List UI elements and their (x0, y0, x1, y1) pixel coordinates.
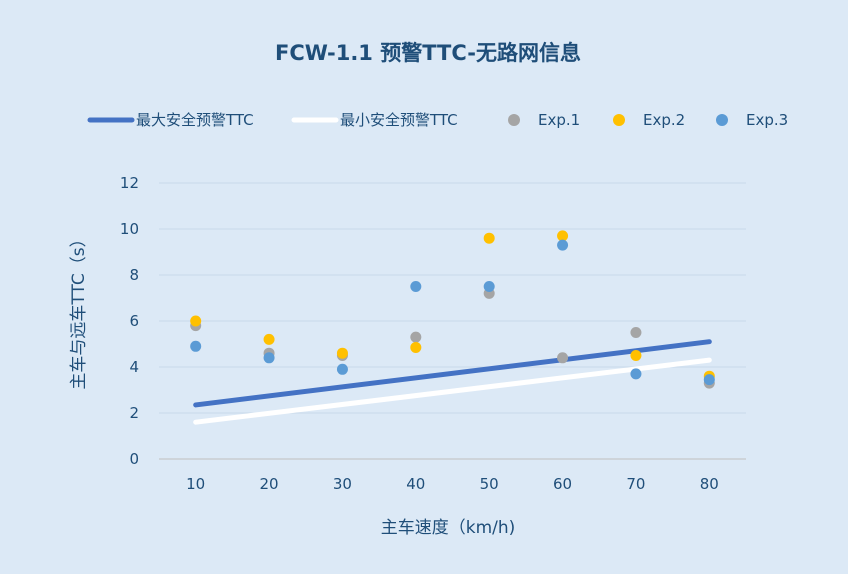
legend-label-line-1: 最小安全预警TTC (340, 111, 458, 129)
reference-lines (193, 339, 712, 425)
data-point-series-2 (703, 374, 715, 386)
x-tick-label: 50 (480, 475, 499, 493)
data-point-series-1 (263, 333, 275, 345)
data-point-series-1 (336, 347, 348, 359)
legend-label-series-0: Exp.1 (538, 111, 580, 129)
data-points (190, 230, 715, 389)
x-tick-label: 70 (626, 475, 645, 493)
data-point-series-1 (483, 232, 495, 244)
reference-line-1 (193, 357, 712, 425)
data-point-series-0 (410, 331, 422, 343)
x-tick-label: 80 (700, 475, 719, 493)
x-tick-label: 20 (260, 475, 279, 493)
y-tick-label: 12 (120, 174, 139, 192)
legend-label-series-2: Exp.3 (746, 111, 788, 129)
data-point-series-1 (630, 350, 642, 361)
x-tick-label: 30 (333, 475, 352, 493)
y-tick-label: 4 (129, 358, 139, 376)
data-point-series-0 (557, 352, 569, 364)
legend-marker-series-2 (716, 114, 728, 126)
legend-label-line-0: 最大安全预警TTC (136, 111, 254, 129)
legend-marker-series-1 (613, 114, 625, 126)
x-axis-title: 主车速度（km/h) (381, 518, 516, 538)
data-point-series-2 (630, 368, 642, 380)
x-tick-label: 40 (406, 475, 425, 493)
data-point-series-2 (263, 352, 275, 364)
data-point-series-2 (336, 363, 348, 375)
data-point-series-0 (630, 327, 642, 338)
x-axis-ticks: 10 20 30 40 50 60 70 80 (186, 475, 719, 493)
y-tick-label: 2 (129, 404, 139, 422)
data-point-series-1 (410, 341, 422, 353)
y-axis-title: 主车与远车TTC（s） (69, 230, 89, 389)
y-tick-label: 10 (120, 220, 139, 238)
data-point-series-1 (190, 315, 202, 327)
reference-line-0 (193, 339, 712, 408)
legend-label-series-1: Exp.2 (643, 111, 685, 129)
data-point-series-2 (557, 239, 569, 251)
y-axis-ticks: 0 2 4 6 8 10 12 (120, 174, 139, 468)
data-point-series-2 (410, 281, 422, 292)
legend: 最大安全预警TTC 最小安全预警TTC Exp.1 Exp.2 Exp.3 (87, 111, 788, 129)
y-tick-label: 6 (129, 312, 139, 330)
chart-title: FCW-1.1 预警TTC-无路网信息 (275, 41, 581, 65)
x-tick-label: 10 (186, 475, 205, 493)
legend-marker-series-0 (508, 114, 520, 126)
x-tick-label: 60 (553, 475, 572, 493)
data-point-series-1 (557, 230, 569, 242)
y-tick-label: 0 (129, 450, 139, 468)
data-point-series-2 (190, 340, 202, 352)
data-point-series-2 (483, 281, 495, 292)
y-tick-label: 8 (129, 266, 139, 284)
